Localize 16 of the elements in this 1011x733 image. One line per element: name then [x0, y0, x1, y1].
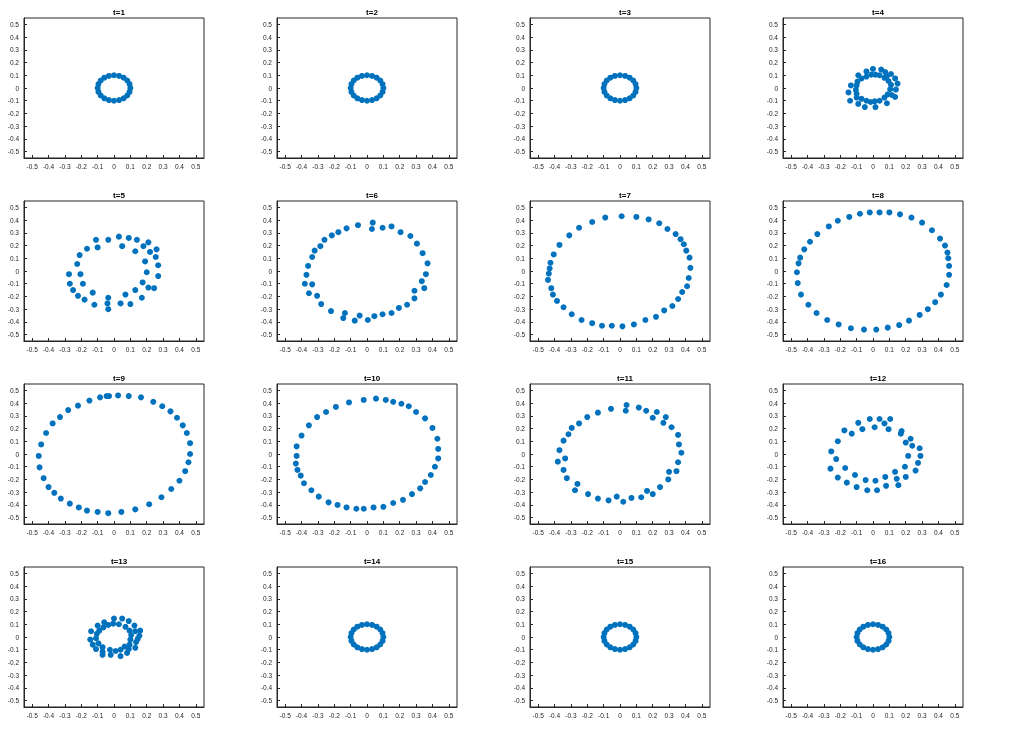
chart-title: t=6: [366, 190, 379, 200]
chart-title: t=14: [363, 556, 381, 566]
chart-title: t=13: [110, 556, 128, 566]
chart-title: t=5: [113, 190, 126, 200]
chart-title: t=11: [617, 373, 634, 383]
chart-title: t=12: [869, 373, 887, 383]
chart-title: t=9: [113, 373, 126, 383]
chart-title: t=2: [366, 7, 379, 17]
chart-title: t=16: [869, 556, 887, 566]
chart-title: t=4: [872, 7, 885, 17]
chart-title: t=7: [619, 190, 632, 200]
chart-title: t=1: [113, 7, 126, 17]
chart-title: t=8: [872, 190, 885, 200]
chart-title: t=3: [619, 7, 632, 17]
chart-title: t=10: [363, 373, 381, 383]
chart-title: t=15: [616, 556, 634, 566]
